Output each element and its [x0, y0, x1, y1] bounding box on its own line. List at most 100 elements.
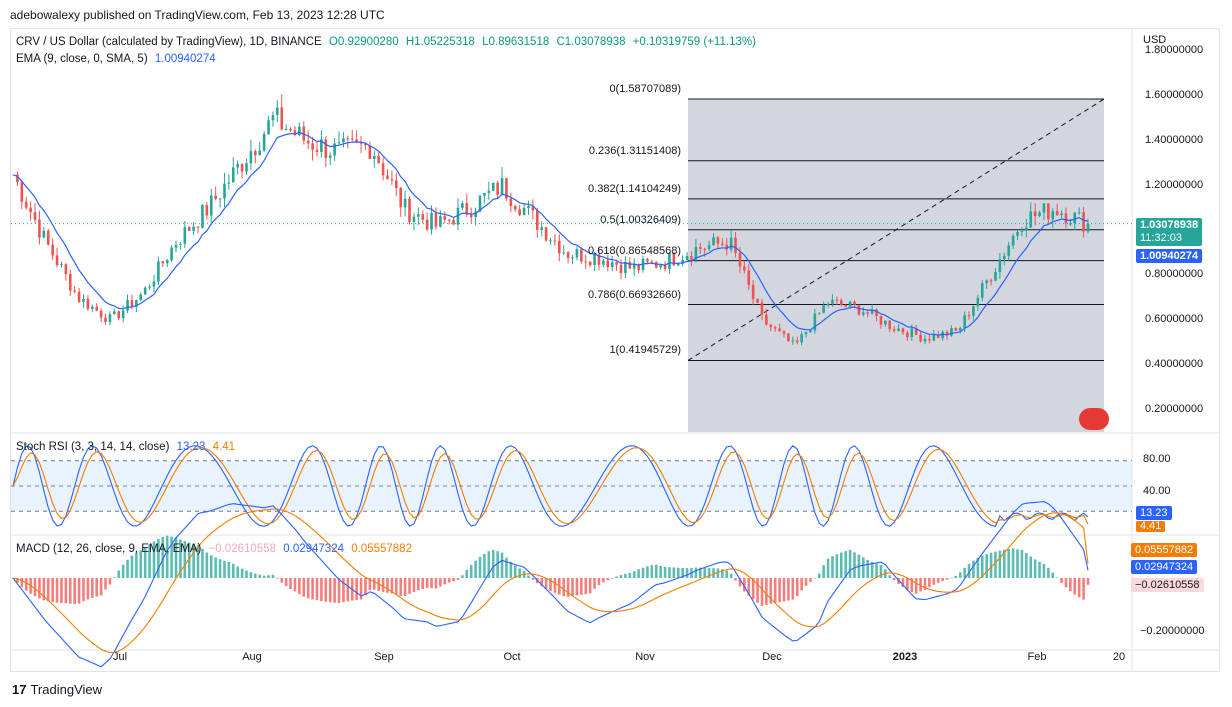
- candle-body: [694, 247, 698, 260]
- macd-histogram-bar: [712, 568, 715, 578]
- macd-histogram-bar: [668, 567, 671, 578]
- macd-label[interactable]: MACD (12, 26, close, 9, EMA, EMA): [16, 543, 202, 555]
- candle-body: [527, 206, 530, 209]
- macd-histogram-bar: [46, 578, 50, 602]
- macd-histogram-bar: [1042, 563, 1046, 578]
- macd-histogram-bar: [994, 551, 997, 578]
- candle-body: [668, 253, 671, 269]
- macd-histogram-bar: [875, 563, 878, 578]
- candle-body: [1033, 211, 1037, 217]
- macd-histogram-bar: [461, 575, 464, 578]
- macd-histogram-bar: [597, 578, 601, 586]
- stoch-label[interactable]: Stoch RSI (3, 3, 14, 14, close): [16, 441, 170, 453]
- macd-histogram-bar: [782, 578, 786, 602]
- candle-body: [99, 310, 103, 318]
- macd-histogram-bar: [976, 557, 980, 578]
- time-tick: 20: [1112, 651, 1126, 663]
- macd-histogram-bar: [972, 560, 975, 578]
- macd-histogram-bar: [491, 549, 495, 578]
- candle-body: [24, 201, 28, 208]
- candle-body: [113, 311, 116, 315]
- macd-histogram-bar: [38, 578, 41, 599]
- candle-body: [787, 333, 790, 342]
- macd-histogram-bar: [888, 575, 892, 578]
- macd-histogram-bar: [1007, 549, 1010, 578]
- macd-histogram-bar: [743, 578, 746, 592]
- macd-histogram-bar: [412, 578, 416, 592]
- ema-label[interactable]: EMA (9, close, 0, SMA, 5): [16, 53, 148, 65]
- macd-histogram-bar: [425, 578, 429, 588]
- footer-brand[interactable]: TradingView: [30, 682, 103, 697]
- macd-histogram-bar: [1033, 559, 1037, 578]
- macd-histogram-bar: [628, 572, 632, 578]
- candle-body: [650, 261, 654, 263]
- candle-body: [461, 203, 464, 208]
- last-price-tag: 1.03078938 11:32:03: [1136, 218, 1203, 246]
- candle-body: [306, 140, 310, 144]
- macd-histogram-bar: [765, 578, 768, 605]
- open-value: O0.92900280: [328, 36, 399, 48]
- candle-body: [1002, 255, 1006, 260]
- macd-histogram-bar: [1047, 567, 1050, 578]
- tradingview-logo-icon[interactable]: 17: [12, 682, 27, 697]
- macd-histogram-bar: [509, 561, 513, 578]
- candle-body: [756, 298, 759, 303]
- candle-body: [531, 206, 535, 211]
- us-flag-icon[interactable]: [1079, 408, 1109, 430]
- candle-body: [505, 178, 508, 199]
- candle-body: [575, 249, 579, 258]
- candle-body: [179, 243, 182, 245]
- macd-histogram-bar: [214, 557, 217, 578]
- stoch-tick-80: 80.00: [1143, 453, 1171, 465]
- candle-body: [826, 303, 830, 306]
- macd-histogram-bar: [1002, 549, 1006, 578]
- fib-level-label: 0.236(1.31151408): [588, 144, 681, 157]
- candle-body: [844, 304, 847, 307]
- candle-body: [187, 227, 191, 231]
- candle-body: [390, 179, 394, 181]
- candle-body: [888, 320, 892, 330]
- macd-line-value: 0.02947324: [283, 543, 344, 555]
- candle-body: [452, 219, 455, 225]
- macd-histogram-bar: [126, 559, 129, 578]
- candle-body: [976, 297, 980, 307]
- candle-body: [945, 331, 949, 336]
- macd-histogram-bar: [518, 568, 521, 578]
- fib-level-label: 0.786(0.66932660): [588, 288, 681, 301]
- macd-histogram-bar: [192, 543, 195, 578]
- macd-histogram-bar: [619, 575, 623, 578]
- macd-histogram-bar: [936, 578, 940, 583]
- fib-level-label: 0.5(1.00326409): [600, 213, 681, 226]
- candle-body: [822, 305, 825, 313]
- candle-body: [848, 301, 852, 307]
- candle-body: [328, 155, 332, 158]
- symbol-label[interactable]: CRV / US Dollar (calculated by TradingVi…: [16, 36, 322, 48]
- price-tick: 1.60000000: [1145, 89, 1204, 102]
- macd-signal-tag: 0.05557882: [1131, 543, 1198, 557]
- macd-histogram-bar: [1069, 578, 1072, 592]
- candle-body: [619, 264, 623, 274]
- candle-body: [800, 334, 803, 343]
- macd-histogram-bar: [408, 578, 411, 594]
- macd-histogram-bar: [333, 578, 336, 603]
- stoch-legend: Stoch RSI (3, 3, 14, 14, close) 13.23 4.…: [16, 441, 239, 453]
- candle-body: [615, 262, 618, 265]
- candle-body: [157, 261, 160, 282]
- macd-histogram-bar: [1073, 578, 1077, 595]
- macd-histogram-bar: [99, 578, 103, 596]
- candle-body: [231, 167, 235, 183]
- macd-histogram-bar: [698, 567, 702, 578]
- candle-body: [82, 298, 85, 303]
- candle-body: [884, 320, 887, 325]
- candle-body: [143, 287, 147, 295]
- candle-body: [1064, 213, 1068, 224]
- macd-histogram-bar: [941, 578, 944, 582]
- candle-body: [875, 309, 878, 317]
- macd-histogram-bar: [963, 567, 966, 578]
- candle-body: [994, 272, 997, 281]
- macd-histogram-bar: [364, 578, 367, 595]
- candle-body: [1016, 231, 1019, 236]
- published-header: adebowalexy published on TradingView.com…: [10, 8, 385, 22]
- candle-body: [227, 182, 231, 184]
